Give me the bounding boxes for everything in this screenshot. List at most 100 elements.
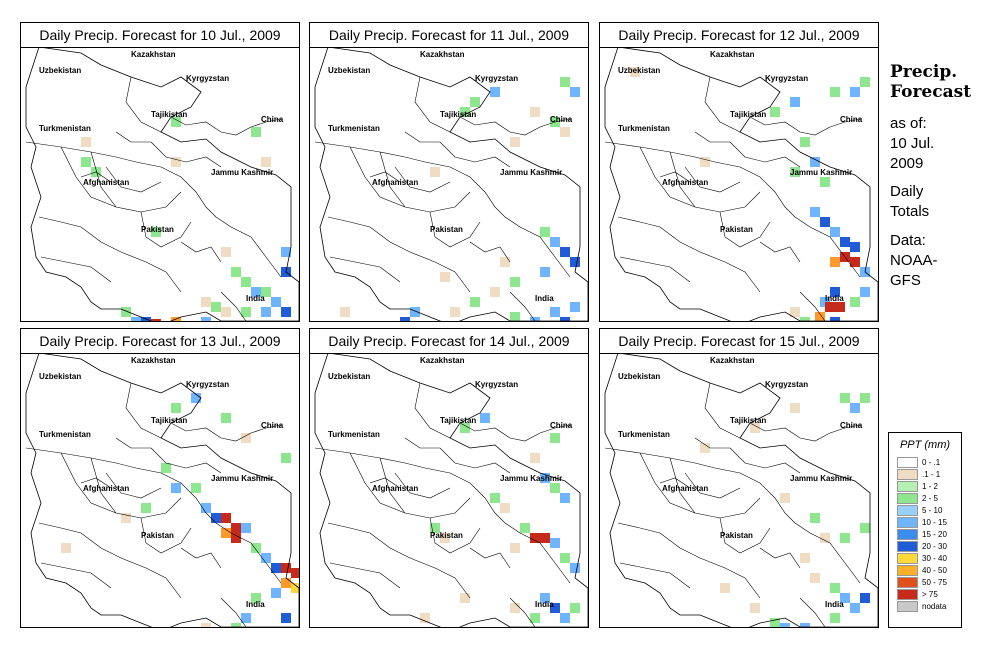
precip-cell [560,613,570,623]
precip-cell [860,393,870,403]
admin-border [684,166,741,193]
precip-cell [510,543,520,553]
legend-swatch [897,564,918,576]
precip-cell [570,302,580,312]
map-label-jammu-kashmir: Jammu Kashmir [500,168,562,177]
precip-cell [630,67,640,77]
precip-cell [800,317,810,321]
precip-legend: PPT (mm) 0 - .1 .1 - 1 1 - 2 2 - 5 5 - 10 10 … [888,432,962,628]
data-label: Data: [890,232,926,249]
map-label-kyrgyzstan: Kyrgyzstan [186,74,229,83]
forecast-panel-jul10: Daily Precip. Forecast for 10 Jul., 2009… [20,22,300,322]
admin-border [25,447,217,524]
map-label-jammu-kashmir: Jammu Kashmir [790,474,852,483]
admin-border [749,116,861,136]
precip-cell [835,302,845,312]
precip-cell [211,513,221,523]
precip-cell [201,297,211,307]
precip-cell [241,277,251,287]
legend-swatch [897,504,918,516]
precip-cell [550,538,560,548]
legend-swatch [897,456,918,468]
legend-label: 2 - 5 [922,493,939,503]
admin-border [704,382,741,439]
precip-cell [151,227,161,237]
legend-item: 20 - 30 [889,540,961,552]
map-label-jammu-kashmir: Jammu Kashmir [790,168,852,177]
admin-border [125,76,162,133]
admin-border [414,382,451,439]
precip-cell [790,403,800,413]
precip-cell [700,443,710,453]
map-label-india: India [535,600,554,609]
admin-border [469,241,511,263]
admin-border [604,447,796,524]
precip-cell [850,297,860,307]
admin-border [80,477,112,489]
admin-border [799,597,826,627]
precip-cell [860,593,870,603]
precip-cell [121,513,131,523]
admin-border [180,241,222,263]
map-label-uzbekistan: Uzbekistan [618,372,660,381]
precip-map: Kazakhstan Uzbekistan Kyrgyzstan Tajikistan… [25,353,299,627]
panel-title: Daily Precip. Forecast for 14 Jul., 2009 [310,329,588,354]
legend-label: 40 - 50 [922,565,947,575]
admin-border [639,452,696,514]
admin-border [314,141,506,218]
admin-border [369,477,401,489]
admin-border [759,241,801,263]
map-label-tajikistan: Tajikistan [440,416,476,425]
region-outline [25,353,299,627]
map-label-kazakhstan: Kazakhstan [131,356,176,365]
legend-label: 10 - 15 [922,517,947,527]
legend-item: nodata [889,600,961,612]
precip-cell [560,77,570,87]
map-label-turkmenistan: Turkmenistan [39,124,91,133]
admin-border [180,547,222,569]
precip-cell [550,483,560,493]
map-label-pakistan: Pakistan [720,225,753,234]
map-label-india: India [825,294,844,303]
admin-border [140,211,192,248]
precip-cell [780,493,790,503]
precip-cell [790,97,800,107]
precip-cell [820,177,830,187]
admin-border [759,547,801,569]
precip-cell [191,483,201,493]
precip-cell [820,217,830,227]
precip-cell [840,393,850,403]
precip-cell [510,137,520,147]
admin-border [40,256,112,283]
legend-title: PPT (mm) [899,439,951,451]
legend-label: 30 - 40 [922,553,947,563]
map-label-afghanistan: Afghanistan [372,484,418,493]
precip-cell [830,227,840,237]
map-label-turkmenistan: Turkmenistan [328,430,380,439]
precip-cell [810,207,820,217]
precip-map: Kazakhstan Uzbekistan Kyrgyzstan Tajikistan… [604,353,878,627]
forecast-panel-jul12: Daily Precip. Forecast for 12 Jul., 2009… [599,22,879,322]
map-label-china: China [840,115,863,124]
precip-cell [81,157,91,167]
legend-item: 30 - 40 [889,552,961,564]
forecast-panel-jul13: Daily Precip. Forecast for 13 Jul., 2009… [20,328,300,628]
map-label-china: China [261,421,284,430]
precip-cell [860,287,870,297]
legend-item: > 75 [889,588,961,600]
admin-border [90,151,182,213]
precip-cell [450,307,460,317]
admin-border [669,457,761,519]
precip-cell [560,317,570,321]
map-label-kazakhstan: Kazakhstan [131,50,176,59]
precip-cell [530,107,540,117]
precip-map: Kazakhstan Uzbekistan Kyrgyzstan Tajikistan… [604,47,878,321]
legend-label: 0 - .1 [922,457,941,467]
precip-cell [540,533,550,543]
precip-cell [530,453,540,463]
precip-cell [570,87,580,97]
precip-cell [540,227,550,237]
admin-border [504,522,571,584]
map-label-india: India [246,600,265,609]
admin-border [349,452,406,514]
